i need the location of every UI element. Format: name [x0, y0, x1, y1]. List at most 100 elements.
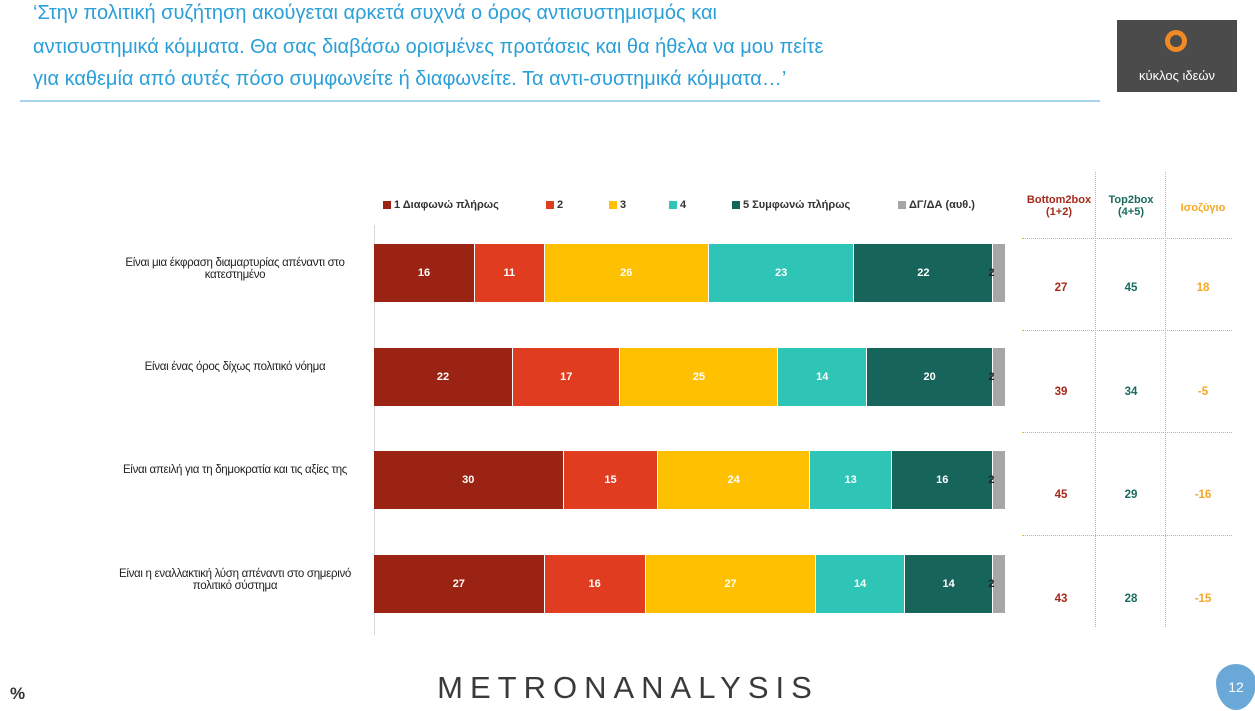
table-divider — [1165, 172, 1166, 627]
data-label: 24 — [727, 474, 740, 486]
bar-segment: 25 — [620, 348, 779, 406]
bar-segment: 13 — [810, 451, 893, 509]
table-rule — [1022, 535, 1232, 536]
table-value: 27 — [1054, 282, 1068, 294]
table-value: 43 — [1054, 593, 1068, 605]
legend-swatch — [898, 201, 906, 209]
table-value: -16 — [1194, 489, 1212, 501]
bar-segment: 27 — [645, 555, 817, 613]
data-label: 14 — [854, 578, 867, 590]
data-label: 16 — [936, 474, 949, 486]
bar-segment: 14 — [904, 555, 994, 613]
legend-item: 5 Συμφωνώ πλήρως — [732, 199, 850, 211]
data-label: 2 — [988, 371, 995, 383]
data-label: 14 — [816, 371, 829, 383]
data-label: 16 — [588, 578, 601, 590]
title-rule — [20, 100, 1100, 102]
table-header: Bottom2box (1+2) — [1026, 194, 1092, 218]
data-label: 2 — [988, 267, 995, 279]
table-divider — [1095, 172, 1096, 627]
legend-item: 4 — [669, 199, 686, 211]
data-label: 11 — [503, 267, 516, 279]
table-rule — [1022, 330, 1232, 331]
data-label: 2 — [988, 474, 995, 486]
bar-segment: 15 — [563, 451, 659, 509]
bar-segment: 11 — [475, 244, 545, 302]
table-header: Top2box (4+5) — [1108, 194, 1154, 218]
bar-segment: 24 — [658, 451, 811, 509]
data-label: 15 — [604, 474, 617, 486]
table-value: 45 — [1054, 489, 1068, 501]
data-label: 17 — [560, 371, 573, 383]
bar-segment: 17 — [513, 348, 621, 406]
logo-icon — [1165, 30, 1187, 52]
bar-segment: 2 — [988, 244, 1006, 302]
legend-item: ΔΓ/ΔΑ (αυθ.) — [898, 199, 975, 211]
legend-label: 2 — [557, 199, 564, 211]
bar-segment: 2 — [988, 555, 1006, 613]
brand: METRONANALYSIS — [437, 670, 819, 705]
legend-swatch — [609, 201, 617, 209]
category-label: Είναι ένας όρος δίχως πολιτικό νόημα — [144, 361, 326, 373]
legend-item: 1 Διαφωνώ πλήρως — [383, 199, 499, 211]
bar-segment: 30 — [374, 451, 564, 509]
data-label: 30 — [462, 474, 475, 486]
bar-segment: 2 — [988, 451, 1006, 509]
legend-label: 5 Συμφωνώ πλήρως — [743, 199, 851, 211]
legend-label: 3 — [620, 199, 627, 211]
bar-segment: 14 — [778, 348, 867, 406]
table-header: Ισοζύγιο — [1180, 202, 1226, 214]
legend-label: ΔΓ/ΔΑ (αυθ.) — [909, 199, 975, 211]
data-label: 25 — [692, 371, 706, 383]
legend-label: 4 — [680, 199, 687, 211]
data-label: 20 — [923, 371, 936, 383]
logo-text: κύκλος ιδεών — [1138, 68, 1216, 83]
bar-segment: 16 — [544, 555, 646, 613]
data-label: 13 — [844, 474, 857, 486]
bar-segment: 16 — [892, 451, 994, 509]
table-value: 39 — [1054, 386, 1068, 398]
axis-line — [374, 225, 375, 635]
data-label: 22 — [436, 371, 450, 383]
legend-item: 2 — [546, 199, 563, 211]
bar-segment: 23 — [708, 244, 855, 302]
legend-swatch — [546, 201, 554, 209]
table-rule — [1022, 432, 1232, 433]
table-value: 28 — [1124, 593, 1138, 605]
table-value: -5 — [1197, 386, 1209, 398]
title-line: ‘Στην πολιτική συζήτηση ακούγεται αρκετά… — [33, 2, 717, 24]
category-label: Είναι μια έκφραση διαμαρτυρίας απέναντι … — [125, 257, 345, 281]
data-label: 23 — [775, 267, 788, 279]
data-label: 14 — [942, 578, 955, 590]
data-label: 27 — [724, 578, 737, 590]
legend-item: 3 — [609, 199, 626, 211]
legend-label: 1 Διαφωνώ πλήρως — [394, 199, 499, 211]
category-label: Είναι απειλή για τη δημοκρατία και τις α… — [122, 464, 348, 476]
data-label: 27 — [452, 578, 465, 590]
title-line: για καθεμία από αυτές πόσο συμφωνείτε ή … — [33, 68, 787, 90]
table-rule — [1022, 238, 1232, 239]
data-label: 26 — [620, 267, 633, 279]
bar-segment: 27 — [374, 555, 545, 613]
bar-segment: 22 — [854, 244, 994, 302]
bar-segment: 22 — [374, 348, 514, 406]
bar-segment: 14 — [816, 555, 905, 613]
page-number: 12 — [1216, 664, 1255, 710]
data-label: 16 — [417, 267, 431, 279]
bar-segment: 2 — [988, 348, 1006, 406]
table-value: 45 — [1124, 282, 1138, 294]
bar-segment: 26 — [544, 244, 709, 302]
category-label: Είναι η εναλλακτική λύση απέναντι στο ση… — [118, 568, 351, 592]
bar-segment: 20 — [866, 348, 994, 406]
table-value: 18 — [1196, 282, 1210, 294]
legend-swatch — [383, 201, 391, 209]
logo: κύκλος ιδεών — [1117, 20, 1237, 92]
title-line: αντισυστημικά κόμματα. Θα σας διαβάσω ορ… — [33, 36, 824, 58]
table-value: -15 — [1194, 593, 1212, 605]
table-value: 29 — [1124, 489, 1138, 501]
table-value: 34 — [1124, 386, 1138, 398]
data-label: 22 — [917, 267, 930, 279]
bar-segment: 16 — [374, 244, 476, 302]
legend-swatch — [732, 201, 740, 209]
